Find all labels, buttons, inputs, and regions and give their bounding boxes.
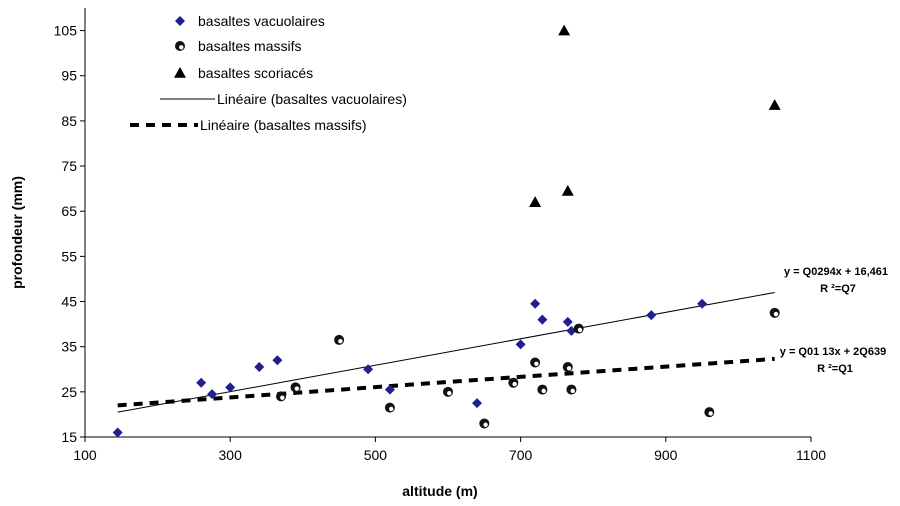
data-point xyxy=(646,310,657,321)
data-point xyxy=(562,316,573,327)
data-point xyxy=(254,362,265,373)
legend-label: Linéaire (basaltes massifs) xyxy=(200,117,367,133)
circle-highlight xyxy=(447,390,452,396)
circle-highlight xyxy=(280,395,285,400)
circle-highlight xyxy=(708,411,713,416)
data-point xyxy=(537,384,548,395)
data-point xyxy=(515,339,526,350)
y-tick-label: 105 xyxy=(54,23,78,39)
data-point xyxy=(363,364,374,375)
legend-label: basaltes vacuolaires xyxy=(198,13,325,29)
circle-highlight xyxy=(294,386,300,391)
y-tick-label: 75 xyxy=(61,158,77,174)
data-point xyxy=(530,298,541,309)
circle-highlight xyxy=(541,388,546,394)
circle-highlight xyxy=(389,406,394,412)
data-point xyxy=(566,384,577,395)
data-point xyxy=(508,377,519,388)
circle-highlight xyxy=(570,388,575,394)
data-point xyxy=(768,99,781,110)
series-1 xyxy=(276,307,780,429)
circle-highlight xyxy=(512,381,517,387)
y-tick-label: 15 xyxy=(61,429,77,445)
data-point xyxy=(537,314,548,325)
data-point xyxy=(704,407,715,418)
series-2 xyxy=(529,24,781,207)
r-squared-label: R ²=Q7 xyxy=(820,283,856,295)
data-point xyxy=(479,418,490,429)
data-point xyxy=(562,362,573,373)
x-tick-label: 300 xyxy=(219,447,243,463)
data-point xyxy=(207,389,218,400)
data-point xyxy=(769,307,780,318)
data-point xyxy=(561,184,574,196)
x-tick-label: 1100 xyxy=(796,447,826,463)
r-squared-label: R ²=Q1 xyxy=(817,363,853,375)
x-axis-title: altitude (m) xyxy=(402,483,477,499)
y-tick-label: 55 xyxy=(61,248,77,264)
circle-highlight xyxy=(577,327,583,333)
series-0 xyxy=(112,298,708,438)
data-point xyxy=(530,357,541,368)
circle-highlight xyxy=(338,339,343,344)
legend-label: Linéaire (basaltes vacuolaires) xyxy=(217,91,407,107)
y-tick-label: 95 xyxy=(61,68,77,84)
y-tick-label: 85 xyxy=(61,113,77,129)
legend-marker xyxy=(175,16,185,26)
circle-highlight xyxy=(534,361,539,366)
legend-marker xyxy=(175,41,185,51)
data-point xyxy=(276,391,287,402)
trendline-vacuolaires xyxy=(117,292,775,413)
data-point xyxy=(384,384,395,395)
x-tick-label: 900 xyxy=(654,447,678,463)
legend: basaltes vacuolaires basaltes massifs basa… xyxy=(130,13,407,133)
data-point xyxy=(472,398,483,409)
equation-label: y = Q01 13x + 2Q639 xyxy=(780,346,886,358)
trendlines xyxy=(117,292,775,413)
axes: 100 300 500 700 900 1100 15 25 35 45 55 65 75 85 95 105… xyxy=(9,8,826,499)
x-tick-label: 100 xyxy=(73,447,97,463)
y-tick-label: 65 xyxy=(61,203,77,219)
y-tick-label: 35 xyxy=(61,339,77,355)
annotations: y = Q0294x + 16,461 R ²=Q7 y = Q01 13x + 2… xyxy=(780,266,888,375)
legend-marker xyxy=(174,67,186,78)
y-tick-label: 45 xyxy=(61,294,77,310)
data-point xyxy=(272,355,283,366)
y-axis-title: profondeur (mm) xyxy=(9,176,25,289)
data-point xyxy=(558,24,571,36)
circle-highlight xyxy=(483,422,488,427)
data-point xyxy=(290,382,301,393)
data-point xyxy=(196,377,207,388)
data-point xyxy=(112,427,123,438)
data-point xyxy=(384,402,395,413)
data-point xyxy=(334,334,345,345)
data-point xyxy=(697,298,708,309)
x-tick-label: 500 xyxy=(364,447,388,463)
data-point xyxy=(529,196,542,207)
data-point xyxy=(443,386,453,397)
equation-label: y = Q0294x + 16,461 xyxy=(784,266,888,278)
x-tick-label: 700 xyxy=(509,447,533,463)
data-point xyxy=(225,382,236,393)
y-tick-label: 25 xyxy=(61,384,77,400)
legend-label: basaltes massifs xyxy=(198,38,301,54)
legend-label: basaltes scoriacés xyxy=(198,65,313,81)
circle-highlight xyxy=(179,45,184,50)
circle-highlight xyxy=(566,366,572,371)
trendline-massifs xyxy=(117,356,775,408)
data-points xyxy=(112,24,781,438)
data-point xyxy=(573,323,584,334)
circle-highlight xyxy=(773,311,779,317)
